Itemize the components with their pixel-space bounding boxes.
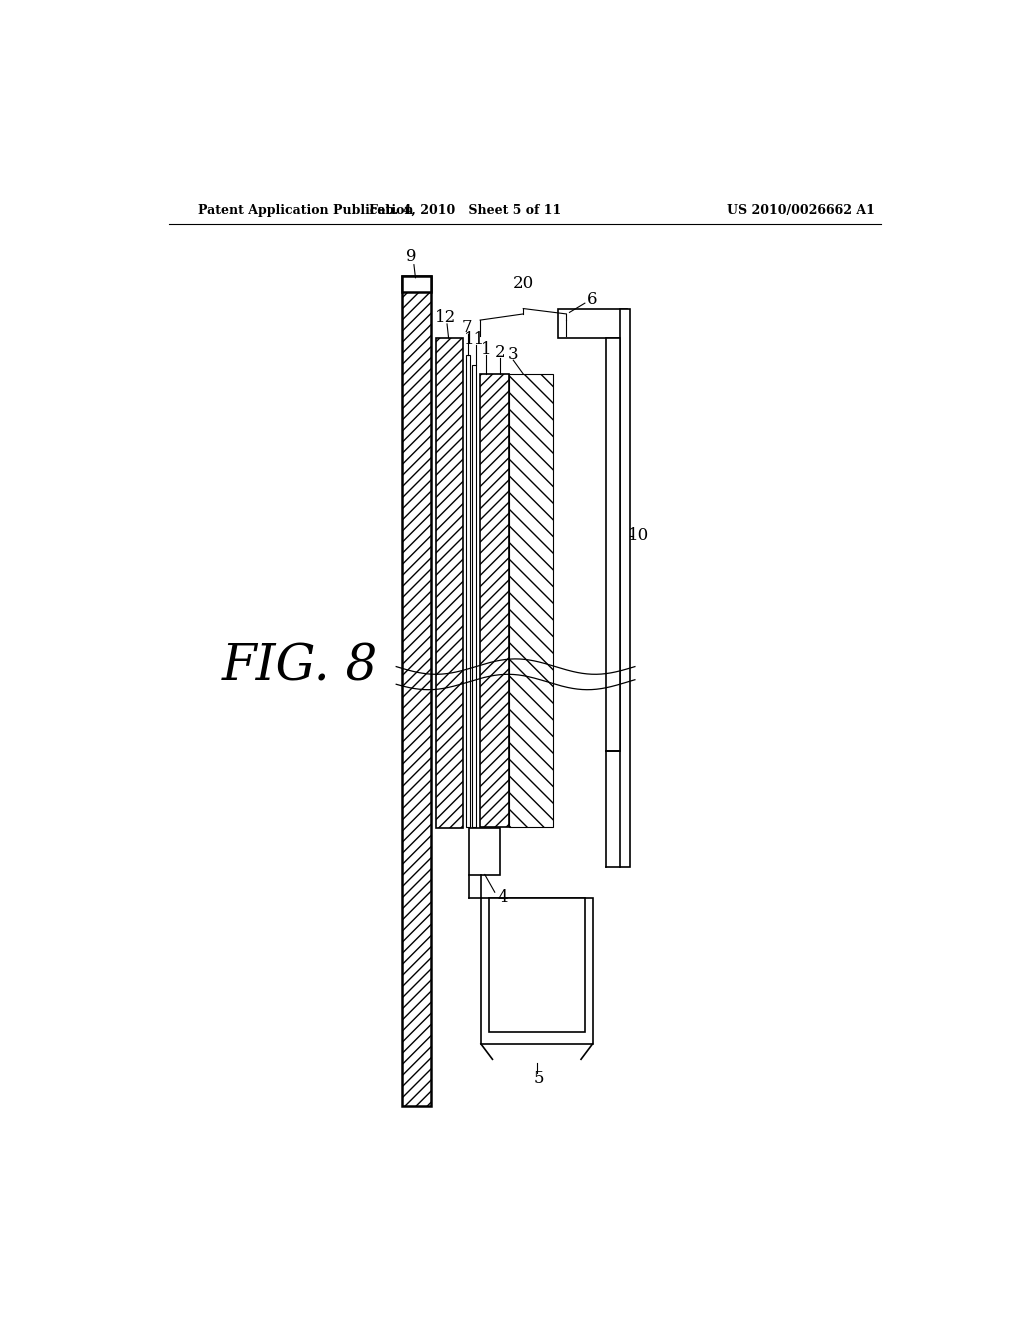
Text: 20: 20 xyxy=(513,275,534,292)
Bar xyxy=(488,898,585,1032)
Text: 9: 9 xyxy=(407,248,417,265)
Text: 1: 1 xyxy=(481,341,492,358)
Text: FIG. 8: FIG. 8 xyxy=(222,642,378,692)
Text: 5: 5 xyxy=(534,1071,544,1088)
Bar xyxy=(620,309,630,867)
Bar xyxy=(472,364,476,826)
Bar xyxy=(401,276,431,1105)
Text: 10: 10 xyxy=(628,527,649,544)
Bar xyxy=(606,338,620,751)
Bar xyxy=(401,276,431,292)
Bar xyxy=(469,829,500,874)
Text: 7: 7 xyxy=(462,319,472,337)
Text: 2: 2 xyxy=(495,345,506,360)
Text: 12: 12 xyxy=(435,309,456,326)
Text: 3: 3 xyxy=(508,346,518,363)
Bar xyxy=(466,355,470,826)
Text: Feb. 4, 2010   Sheet 5 of 11: Feb. 4, 2010 Sheet 5 of 11 xyxy=(370,205,561,218)
Bar xyxy=(558,309,628,338)
Text: US 2010/0026662 A1: US 2010/0026662 A1 xyxy=(726,205,874,218)
Bar xyxy=(481,898,593,1044)
Text: 4: 4 xyxy=(498,890,508,906)
Text: Patent Application Publication: Patent Application Publication xyxy=(199,205,414,218)
Bar xyxy=(480,374,509,826)
Text: 6: 6 xyxy=(588,290,598,308)
Text: 11: 11 xyxy=(464,331,485,348)
Bar xyxy=(509,374,553,826)
Bar xyxy=(436,338,463,829)
